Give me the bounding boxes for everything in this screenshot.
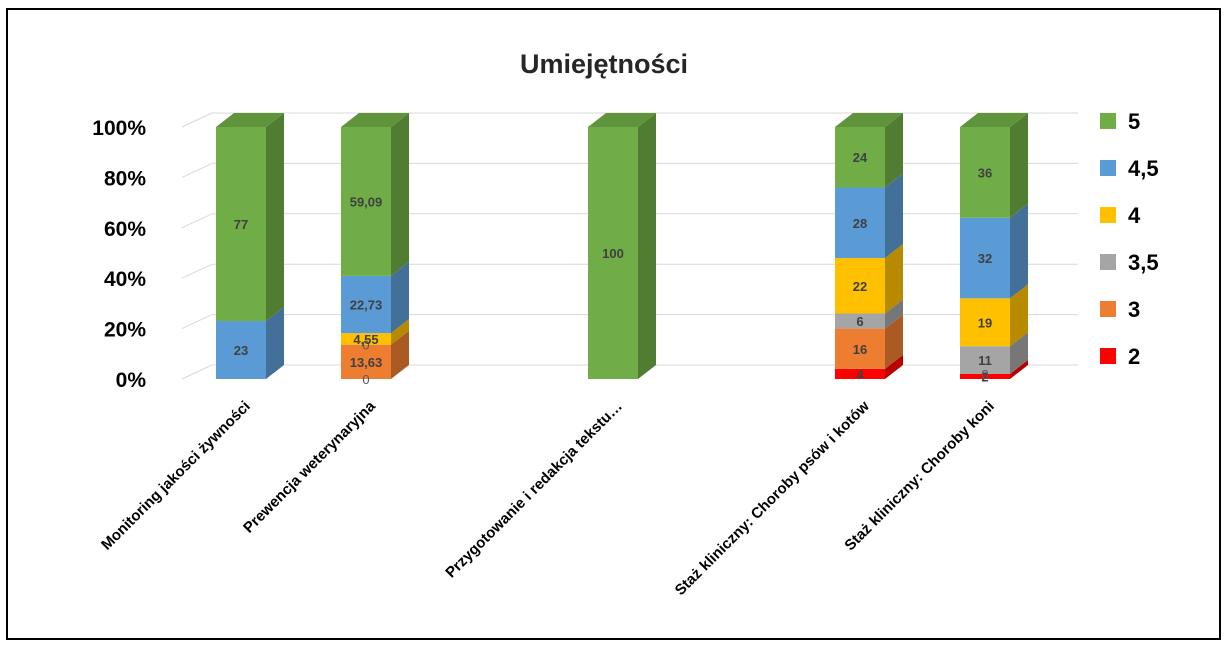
bar-segment-5 — [216, 127, 266, 322]
data-label: 2 — [981, 369, 988, 384]
legend-label: 2 — [1128, 344, 1140, 369]
bar-segment-5 — [588, 127, 638, 379]
bar-side-5 — [885, 113, 903, 188]
bar-segment-4,5 — [216, 321, 266, 379]
bar-side-5 — [1010, 113, 1028, 218]
bar-segment-5 — [960, 127, 1010, 218]
data-label: 22,73 — [350, 298, 383, 313]
bar-side-4,5 — [391, 261, 409, 334]
bar-side-3 — [885, 314, 903, 369]
bar-segment-3 — [835, 328, 885, 369]
bar-top — [835, 113, 903, 127]
bar-segment-4,5 — [960, 217, 1010, 299]
data-label: 36 — [978, 165, 992, 180]
chart-frame: Umiejętności 0% 20% 40% 60% 80% 100% 23 77 0 13,… — [6, 8, 1221, 640]
data-label: 16 — [853, 342, 867, 357]
legend-swatch — [1100, 301, 1116, 317]
legend-label: 4 — [1128, 203, 1141, 228]
bar-segment-4,5 — [835, 187, 885, 259]
data-label: 22 — [853, 279, 867, 294]
legend-swatch — [1100, 113, 1116, 129]
x-tick-label: Prewencja weterynaryjna — [240, 397, 379, 536]
data-label: 77 — [234, 217, 248, 232]
y-tick-label: 60% — [104, 218, 146, 241]
bar-side-4,5 — [1010, 203, 1028, 299]
bar-side-5 — [638, 113, 656, 379]
bar-side-3,5 — [885, 299, 903, 329]
bar-side-4 — [885, 244, 903, 314]
legend-swatch — [1100, 254, 1116, 270]
bar-side-5 — [266, 113, 284, 322]
gridline-diagonal — [181, 364, 213, 380]
legend: 5 4,5 4 3,5 3 2 — [1100, 109, 1159, 369]
bar-top — [341, 113, 409, 127]
bar-segment-4 — [341, 333, 391, 345]
chart-title: Umiejętności — [520, 49, 688, 79]
data-label: 19 — [978, 315, 992, 330]
gridline-diagonal — [181, 162, 213, 178]
bar-segment-3 — [341, 344, 391, 379]
data-label: 6 — [856, 314, 863, 329]
legend-label: 5 — [1128, 109, 1140, 134]
data-label: 23 — [234, 343, 248, 358]
x-tick-label: Przygotowanie i redakcja tekstu… — [442, 398, 626, 582]
gridline-diagonal — [181, 213, 213, 229]
data-label: 32 — [978, 251, 992, 266]
bar-segment-4 — [960, 298, 1010, 347]
bar-side-4,5 — [266, 307, 284, 379]
data-label: 100 — [602, 246, 624, 261]
bar-side-4 — [1010, 284, 1028, 347]
bar-side-5 — [391, 113, 409, 276]
y-tick-label: 40% — [104, 268, 146, 291]
gridline-diagonal — [181, 112, 213, 128]
data-label: 0 — [362, 338, 369, 353]
data-label: 0 — [362, 372, 369, 387]
bar-side-3 — [391, 330, 409, 379]
y-tick-label: 80% — [104, 167, 146, 190]
data-label: 24 — [853, 150, 868, 165]
y-tick-label: 0% — [116, 369, 147, 392]
legend-label: 3 — [1128, 297, 1140, 322]
legend-label: 3,5 — [1128, 250, 1159, 275]
bars — [216, 113, 1028, 379]
bar-top — [216, 113, 284, 127]
data-label: 0 — [981, 367, 988, 382]
y-tick-label: 100% — [92, 117, 146, 140]
data-label: 4 — [856, 367, 864, 382]
legend-label: 4,5 — [1128, 156, 1159, 181]
bar-side-4 — [391, 319, 409, 345]
gridline-diagonal — [181, 314, 213, 330]
y-tick-label: 20% — [104, 319, 146, 342]
data-label: 28 — [853, 216, 867, 231]
data-label: 13,63 — [350, 355, 383, 370]
bar-segment-4 — [835, 258, 885, 314]
legend-swatch — [1100, 160, 1116, 176]
bar-top — [588, 113, 656, 127]
data-label: 59,09 — [350, 194, 383, 209]
bar-segment-4,5 — [341, 275, 391, 334]
legend-swatch — [1100, 207, 1116, 223]
stacked-bar-chart: Umiejętności 0%20%40%60%80%100% 2377013,… — [92, 49, 1159, 599]
data-label: 11 — [978, 353, 992, 368]
x-tick-label: Staż kliniczny: Choroby koni — [841, 398, 997, 554]
bar-segment-3,5 — [835, 313, 885, 329]
data-label: 4,55 — [353, 332, 378, 347]
gridline-diagonal — [181, 263, 213, 279]
x-tick-label: Staż kliniczny: Choroby psów i kotów — [672, 398, 873, 599]
y-axis-ticks: 0% 20% 40% 60% 80% 100% — [92, 117, 146, 392]
bar-segment-5 — [835, 127, 885, 188]
bar-side-2 — [1010, 359, 1028, 379]
bar-segment-3,5 — [960, 346, 1010, 374]
bar-top — [960, 113, 1028, 127]
legend-swatch — [1100, 348, 1116, 364]
bar-segment-2 — [835, 368, 885, 379]
bar-segment-5 — [341, 127, 391, 276]
data-labels: 2377013,6304,5522,7359,09100416622282420… — [234, 150, 992, 387]
bar-side-4,5 — [885, 173, 903, 259]
bar-segment-2 — [960, 373, 1010, 379]
x-tick-label: Monitoring jakości żywności — [98, 398, 254, 554]
bar-side-2 — [885, 354, 903, 379]
bar-side-3,5 — [1010, 332, 1028, 374]
